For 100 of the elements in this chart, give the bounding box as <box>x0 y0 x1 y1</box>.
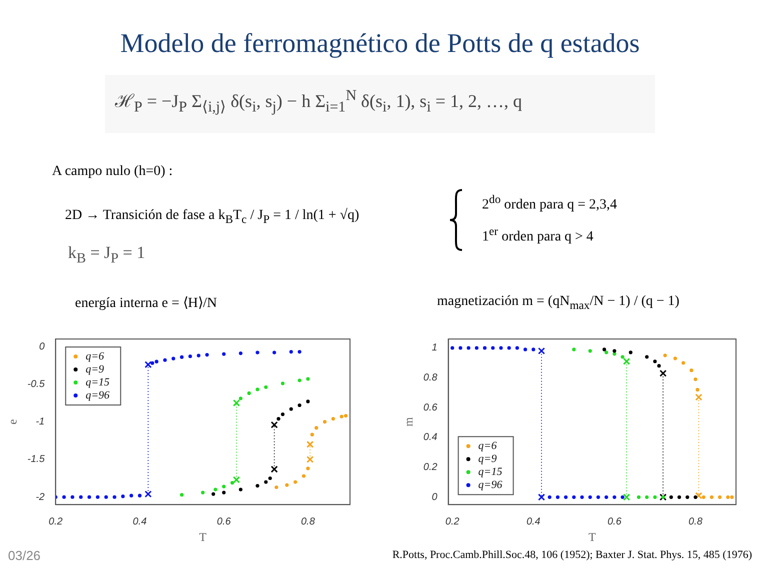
point <box>657 364 661 368</box>
point <box>482 346 487 350</box>
point <box>256 484 260 488</box>
point <box>548 495 552 499</box>
point <box>686 495 690 499</box>
chart-title: Modelo de ferromagnético de Potts de q estados <box>119 28 641 59</box>
point <box>276 416 280 421</box>
point <box>121 494 125 498</box>
point <box>466 346 470 350</box>
point <box>238 488 242 492</box>
point <box>201 490 205 494</box>
x-axis-title: T <box>588 530 596 544</box>
legend-label: q=96 <box>86 389 110 402</box>
y-tick-label: 0 <box>432 492 438 503</box>
point <box>289 407 293 411</box>
point <box>659 370 667 377</box>
point <box>682 361 686 365</box>
point <box>222 490 226 494</box>
text: 2$^{do}$ orden para q = 2,3,4 <box>482 193 618 214</box>
x-tick-label: 0.2 <box>445 516 460 528</box>
point <box>212 492 216 496</box>
y-tick-label: 0.2 <box>423 462 438 474</box>
point <box>653 495 657 499</box>
point <box>150 361 154 365</box>
point <box>298 378 302 382</box>
point <box>604 350 608 354</box>
legend-label: q=9 <box>86 363 105 376</box>
x-tick-label: 0.8 <box>300 516 316 528</box>
y-tick-label: 0 <box>39 341 46 352</box>
y-tick-label: -0.5 <box>27 378 46 390</box>
point <box>538 494 546 501</box>
y-tick-label: 0.8 <box>423 372 438 384</box>
y-tick-label: -2 <box>36 492 46 503</box>
point <box>306 440 314 448</box>
point <box>298 350 302 354</box>
point <box>302 474 306 478</box>
point <box>726 495 730 499</box>
point <box>274 485 278 490</box>
point <box>695 394 702 401</box>
legend-label: q=6 <box>86 350 105 362</box>
y-tick-label: 0.4 <box>423 432 438 444</box>
legend-label: q=6 <box>478 440 498 452</box>
x-tick-label: 0.6 <box>607 516 622 528</box>
point <box>280 382 285 386</box>
point <box>180 355 184 359</box>
point <box>580 495 584 499</box>
point <box>79 495 83 499</box>
text: R.Potts, Proc.Camb.Phill.Soc.48, 106 (1952); Baxter J. Stat. Phys. 15, 485 (1976) <box>392 549 752 561</box>
point <box>730 495 734 499</box>
point <box>673 356 678 360</box>
point <box>112 495 116 499</box>
point <box>572 348 576 352</box>
point <box>515 346 519 350</box>
point <box>612 349 616 353</box>
point <box>285 483 289 487</box>
text: A campo nulo (h=0) : <box>52 164 173 180</box>
point <box>702 495 706 499</box>
point <box>636 495 641 499</box>
text: k$_{B}$ = J$_{P}$ = 1 <box>68 243 146 268</box>
point <box>232 476 240 484</box>
point <box>289 350 293 354</box>
point <box>314 426 318 430</box>
point <box>663 354 667 358</box>
point <box>602 348 606 352</box>
point <box>532 348 536 352</box>
point <box>718 495 722 499</box>
point <box>70 495 74 499</box>
point <box>710 495 714 499</box>
y-axis-title: m <box>401 416 416 426</box>
point <box>507 346 511 350</box>
point <box>144 361 152 368</box>
point <box>310 432 314 436</box>
point <box>628 350 632 354</box>
text: 1$^{er}$ orden para q > 4 <box>482 225 594 246</box>
point <box>130 494 134 498</box>
point <box>538 347 546 355</box>
point <box>144 490 152 498</box>
point <box>612 495 616 499</box>
x-tick-label: 0.4 <box>132 516 148 528</box>
y-tick-label: -1.5 <box>27 454 46 466</box>
text: 2D → Transición de fase a k$_{B}$T$_{c}$ / J$_{P}$ = 1 / ln(1 + √q) <box>65 208 360 226</box>
point <box>458 346 462 350</box>
point <box>294 480 298 484</box>
point <box>264 480 268 484</box>
point <box>306 466 310 470</box>
point <box>523 348 528 352</box>
point <box>270 466 278 473</box>
point <box>298 403 302 408</box>
x-tick-label: 0.4 <box>526 516 541 528</box>
y-tick-label: 1 <box>432 342 438 354</box>
point <box>96 495 100 499</box>
point <box>256 388 260 392</box>
point <box>653 360 657 364</box>
point <box>694 377 698 382</box>
point <box>620 355 624 359</box>
point <box>677 495 682 499</box>
point <box>604 495 608 499</box>
point <box>180 493 184 497</box>
point <box>205 353 209 357</box>
point <box>280 412 285 416</box>
